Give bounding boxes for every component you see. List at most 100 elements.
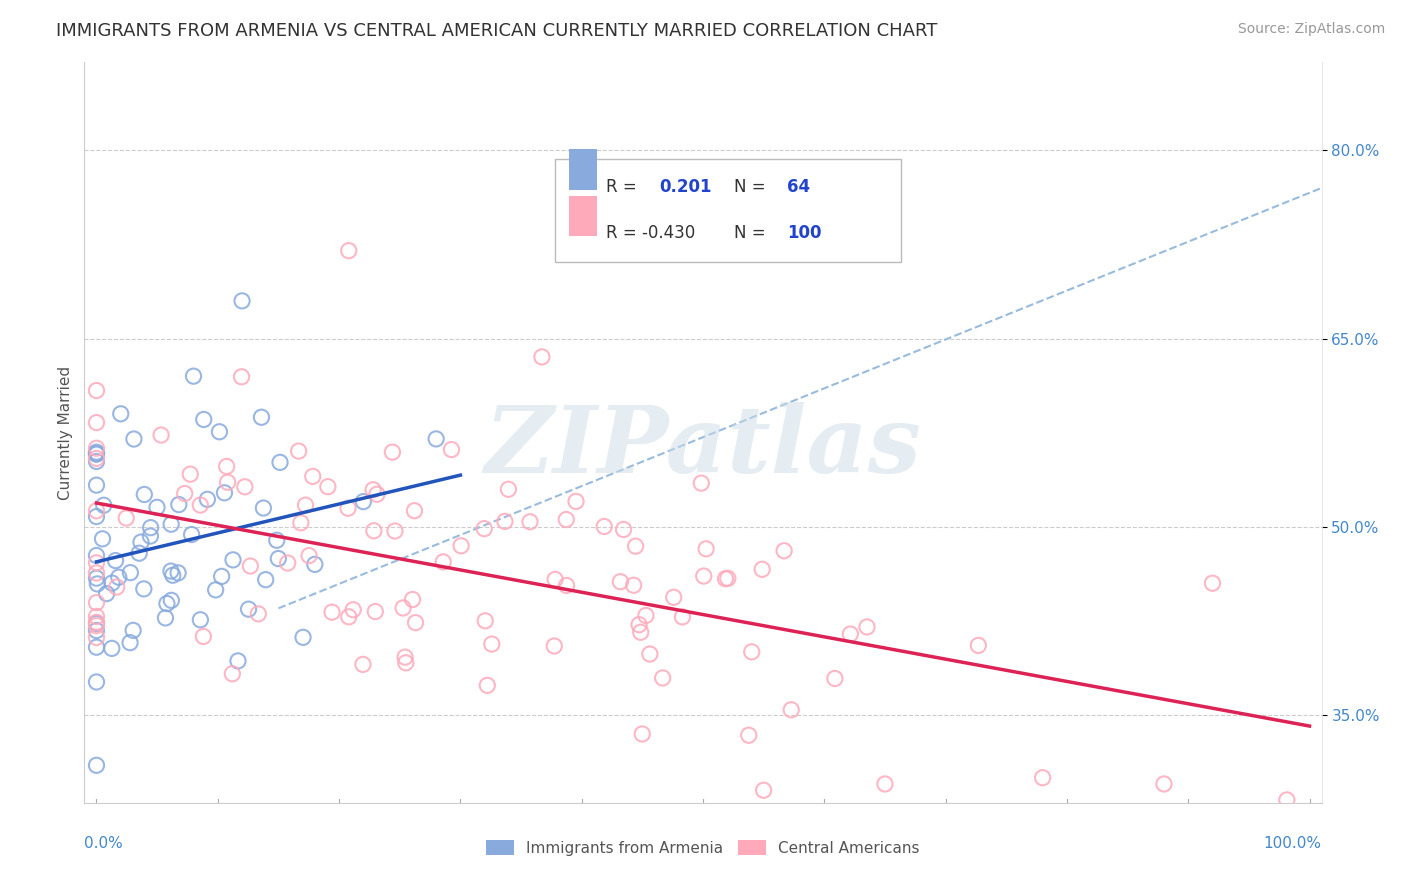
Text: 100.0%: 100.0% — [1264, 836, 1322, 851]
Point — [364, 605, 387, 619]
Point — [91, 532, 114, 546]
Point — [86, 631, 108, 645]
Point — [432, 555, 454, 569]
Point — [543, 639, 565, 653]
Point — [481, 637, 503, 651]
Point — [494, 515, 516, 529]
Point — [162, 568, 184, 582]
Point — [839, 627, 862, 641]
Point — [613, 523, 636, 537]
Point — [204, 582, 226, 597]
Point — [780, 703, 803, 717]
Point — [555, 512, 578, 526]
Point — [167, 498, 190, 512]
Bar — [569, 149, 596, 190]
Point — [269, 455, 291, 469]
Point — [173, 486, 195, 500]
Point — [139, 529, 162, 543]
Point — [101, 641, 124, 656]
Point — [179, 467, 201, 482]
Point — [738, 728, 761, 742]
Point — [440, 442, 463, 457]
Point — [304, 558, 326, 572]
Point — [1275, 793, 1298, 807]
Point — [425, 432, 447, 446]
Point — [160, 564, 183, 578]
Point — [301, 469, 323, 483]
Point — [120, 635, 142, 649]
Point — [266, 533, 288, 548]
Point — [638, 647, 661, 661]
Point — [129, 535, 152, 549]
Point — [662, 591, 685, 605]
Point — [741, 645, 763, 659]
Point — [342, 603, 364, 617]
Point — [160, 593, 183, 607]
Point — [337, 244, 360, 258]
Point — [631, 727, 654, 741]
Text: 0.201: 0.201 — [659, 178, 713, 196]
Point — [593, 519, 616, 533]
Point — [188, 498, 211, 512]
Point — [337, 610, 360, 624]
Point — [86, 454, 108, 468]
Point — [231, 369, 253, 384]
Point — [215, 459, 238, 474]
Point — [352, 657, 374, 672]
Point — [751, 562, 773, 576]
Point — [856, 620, 879, 634]
Point — [267, 551, 290, 566]
Point — [401, 592, 423, 607]
Point — [211, 569, 233, 583]
Text: 64: 64 — [787, 178, 810, 196]
Point — [555, 578, 578, 592]
Point — [86, 504, 108, 518]
Point — [193, 630, 215, 644]
Text: 0.0%: 0.0% — [84, 836, 124, 851]
Point — [316, 480, 339, 494]
Point — [132, 582, 155, 596]
Point — [86, 549, 108, 563]
Point — [472, 522, 495, 536]
Point — [292, 630, 315, 644]
Point — [609, 574, 631, 589]
Point — [128, 546, 150, 560]
Point — [384, 524, 406, 538]
Point — [183, 369, 205, 384]
Point — [86, 616, 108, 631]
Text: R =: R = — [606, 178, 637, 196]
Point — [477, 678, 499, 692]
Point — [101, 576, 124, 591]
Point — [105, 580, 128, 594]
Point — [752, 783, 775, 797]
Point — [392, 601, 415, 615]
Point — [366, 487, 388, 501]
Point — [155, 611, 177, 625]
Point — [217, 475, 239, 490]
Point — [394, 650, 416, 665]
Point — [122, 432, 145, 446]
Point — [214, 485, 236, 500]
Point — [231, 293, 253, 308]
Y-axis label: Currently Married: Currently Married — [58, 366, 73, 500]
Point — [221, 666, 243, 681]
Point — [86, 675, 108, 690]
Point — [1201, 576, 1223, 591]
Point — [86, 451, 108, 466]
Point — [134, 487, 156, 501]
Point — [86, 577, 108, 591]
Point — [252, 501, 274, 516]
Point — [222, 553, 245, 567]
Point — [337, 501, 360, 516]
Point — [624, 539, 647, 553]
Point — [86, 509, 108, 524]
Point — [1153, 777, 1175, 791]
Point — [86, 384, 108, 398]
Point — [498, 482, 520, 496]
Point — [160, 517, 183, 532]
Point — [86, 571, 108, 585]
Point — [395, 656, 418, 670]
Point — [519, 515, 541, 529]
Point — [107, 570, 129, 584]
FancyBboxPatch shape — [554, 159, 901, 262]
